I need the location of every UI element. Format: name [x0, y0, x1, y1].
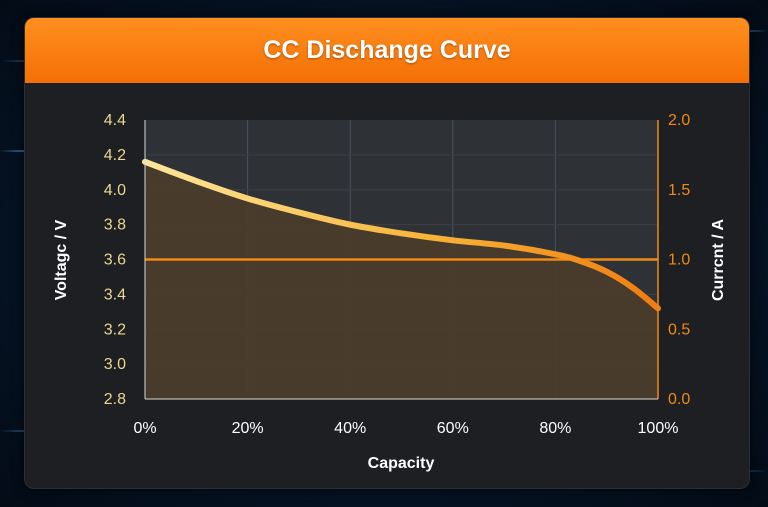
y-tick-label: 3.4 [104, 286, 126, 303]
y-tick-label: 4.2 [104, 147, 126, 164]
y-tick-label: 3.6 [104, 252, 126, 269]
y-tick-label: 4.4 [104, 112, 126, 129]
chart-title: CC Dischange Curve [263, 36, 511, 64]
y2-tick-label: 1.0 [668, 252, 690, 269]
y-tick-label: 3.2 [104, 321, 126, 338]
x-tick-label: 0% [133, 420, 156, 437]
x-tick-label: 20% [232, 420, 264, 437]
x-tick-label: 100% [638, 420, 679, 437]
x-tick-label: 40% [334, 420, 366, 437]
voltage-area [145, 161, 658, 399]
y2-tick-label: 2.0 [668, 112, 690, 129]
y-axis-label: Voltagc / V [53, 219, 70, 300]
y2-tick-label: 1.5 [668, 182, 690, 199]
x-axis-label: Capacity [368, 455, 435, 472]
y-tick-label: 2.8 [104, 391, 126, 408]
y2-tick-label: 0.0 [668, 391, 690, 408]
y-tick-label: 4.0 [104, 182, 126, 199]
x-tick-label: 80% [539, 420, 571, 437]
x-tick-label: 60% [437, 420, 469, 437]
y2-tick-label: 0.5 [668, 321, 690, 338]
y-tick-label: 3.8 [104, 217, 126, 234]
y-tick-label: 3.0 [104, 356, 126, 373]
chart-header: CC Dischange Curve [25, 18, 749, 83]
voltage-curve [142, 158, 661, 312]
y2-axis-label: Currcnt / A [710, 219, 727, 302]
